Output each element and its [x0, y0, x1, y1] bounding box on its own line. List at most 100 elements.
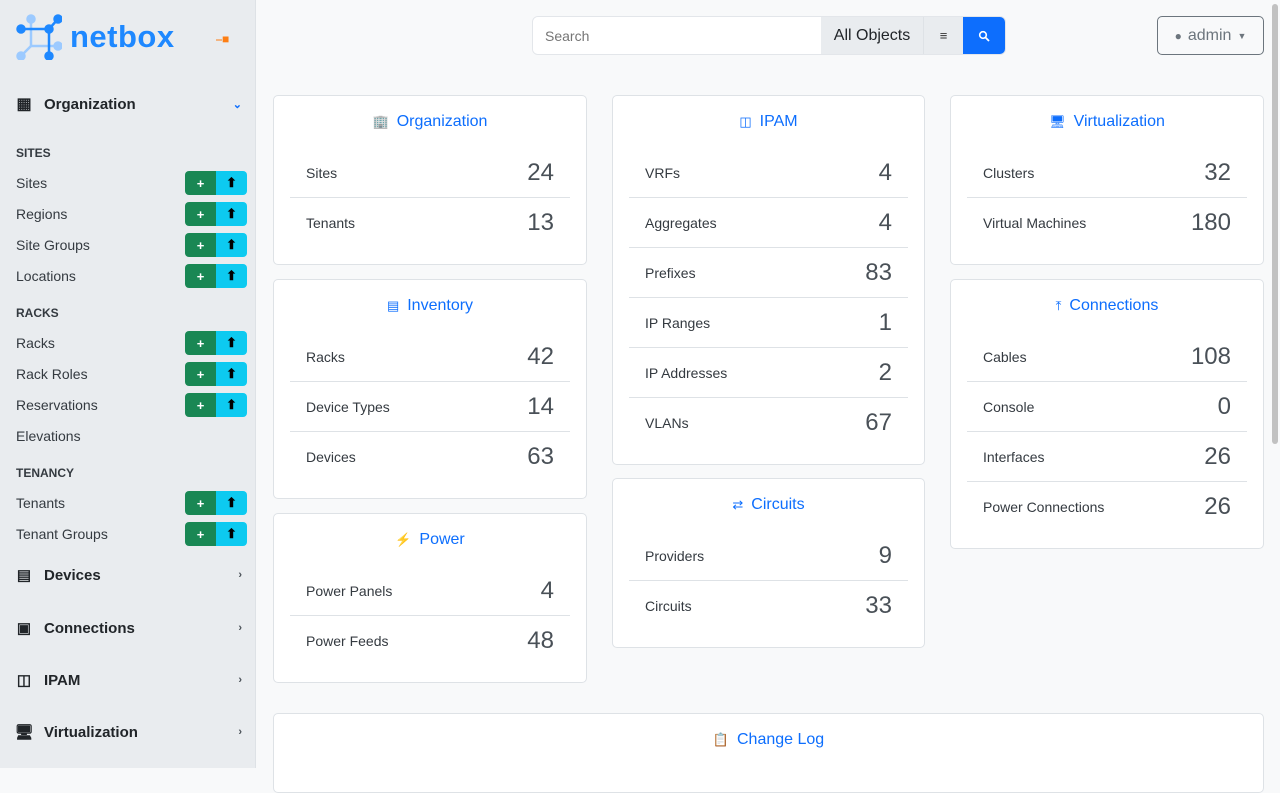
import-button[interactable]: ⬆: [216, 202, 247, 226]
stat-row[interactable]: Providers 9: [629, 531, 908, 581]
card-header[interactable]: 🖥 Virtualization: [967, 96, 1247, 148]
stat-label: Virtual Machines: [983, 215, 1087, 231]
add-button[interactable]: +: [185, 522, 216, 546]
stat-label: Power Feeds: [306, 633, 389, 649]
stat-label: Cables: [983, 348, 1027, 365]
stat-label: IP Ranges: [645, 314, 711, 331]
import-button[interactable]: ⬆: [216, 171, 247, 195]
nav-item-elevations[interactable]: Elevations: [16, 424, 247, 448]
nav-section-title: TENANCY: [16, 466, 75, 480]
stat-row[interactable]: Racks 42: [290, 332, 570, 382]
card-header[interactable]: 🏢 Organization: [290, 96, 570, 148]
nav-item-label: Rack Roles: [16, 366, 88, 382]
stat-row[interactable]: Power Connections 26: [967, 482, 1247, 532]
stat-count: 4: [878, 158, 892, 186]
add-button[interactable]: +: [185, 393, 216, 417]
stat-row[interactable]: Tenants 13: [290, 198, 570, 248]
user-menu-button[interactable]: ● admin ▼: [1157, 16, 1264, 55]
stat-row[interactable]: VRFs 4: [629, 148, 908, 198]
stat-row[interactable]: VLANs 67: [629, 398, 908, 448]
card-header[interactable]: ◫ IPAM: [629, 96, 908, 148]
stat-row[interactable]: Cables 108: [967, 332, 1247, 382]
search-button[interactable]: [963, 17, 1005, 54]
card-title: Power: [419, 531, 465, 548]
card-header[interactable]: ⚡ Power: [290, 514, 570, 566]
add-button[interactable]: +: [185, 331, 216, 355]
stat-count: 180: [1190, 209, 1231, 236]
stat-row[interactable]: IP Ranges 1: [629, 298, 908, 348]
stat-row[interactable]: Power Feeds 48: [290, 616, 570, 666]
sidebar: netbox ⎯■ ▦ Organization ⌄ SITES Sites + ⬆ Regi…: [0, 0, 256, 768]
stat-row[interactable]: IP Addresses 2: [629, 348, 908, 398]
stat-row[interactable]: Console 0: [967, 382, 1247, 432]
filter-button[interactable]: ≡: [923, 17, 963, 54]
nav-group-organization[interactable]: ▦ Organization ⌄: [14, 94, 242, 114]
upload-icon: ⬆: [226, 495, 237, 510]
nav-item-tenants[interactable]: Tenants + ⬆: [16, 491, 247, 515]
card-ipam: ◫ IPAM VRFs 4 Aggregates 4 Prefixes 83 IP Ranges…: [612, 95, 925, 465]
card-virtualization: 🖥 Virtualization Clusters 32 Virtual Machine…: [950, 95, 1264, 265]
card-title: Virtualization: [1073, 113, 1165, 130]
stat-row[interactable]: Interfaces 26: [967, 432, 1247, 482]
stat-row[interactable]: Device Types 14: [290, 382, 570, 432]
stat-label: Interfaces: [983, 448, 1045, 465]
card-header[interactable]: 📋 Change Log: [290, 714, 1247, 766]
import-button[interactable]: ⬆: [216, 362, 247, 386]
nav-item-tenant-groups[interactable]: Tenant Groups + ⬆: [16, 522, 247, 546]
nav-group-virtualization[interactable]: 🖥 Virtualization ›: [14, 722, 242, 742]
card-title: Connections: [1069, 297, 1159, 314]
import-button[interactable]: ⬆: [216, 522, 247, 546]
add-button[interactable]: +: [185, 264, 216, 288]
stat-label: Clusters: [983, 164, 1035, 181]
stat-row[interactable]: Sites 24: [290, 148, 570, 198]
scrollbar[interactable]: [1272, 4, 1278, 444]
nav-item-rack-roles[interactable]: Rack Roles + ⬆: [16, 362, 247, 386]
nav-group-devices[interactable]: ▤ Devices ›: [14, 565, 242, 585]
card-circuits: ⇄ Circuits Providers 9 Circuits 33: [612, 478, 925, 648]
card-header[interactable]: ⇄ Circuits: [629, 479, 908, 531]
nav-item-label: Racks: [16, 335, 55, 351]
nav-item-reservations[interactable]: Reservations + ⬆: [16, 393, 247, 417]
nav-item-sites[interactable]: Sites + ⬆: [16, 171, 247, 195]
import-button[interactable]: ⬆: [216, 233, 247, 257]
nav-item-site-groups[interactable]: Site Groups + ⬆: [16, 233, 247, 257]
add-button[interactable]: +: [185, 171, 216, 195]
search-icon: [978, 30, 990, 42]
stat-row[interactable]: Virtual Machines 180: [967, 198, 1247, 248]
import-button[interactable]: ⬆: [216, 331, 247, 355]
card-title: Change Log: [737, 731, 825, 748]
stat-row[interactable]: Circuits 33: [629, 581, 908, 631]
card-inventory: ▤ Inventory Racks 42 Device Types 14 Devices 63: [273, 279, 587, 499]
stat-count: 26: [1204, 442, 1231, 470]
search-input[interactable]: [533, 17, 821, 54]
card-title: Inventory: [407, 297, 474, 314]
stat-row[interactable]: Aggregates 4: [629, 198, 908, 248]
stat-row[interactable]: Power Panels 4: [290, 566, 570, 616]
stat-label: Power Panels: [306, 582, 393, 599]
stat-count: 26: [1204, 493, 1231, 520]
stat-row[interactable]: Devices 63: [290, 432, 570, 482]
add-button[interactable]: +: [185, 491, 216, 515]
pin-sidebar-icon[interactable]: ⎯■: [216, 32, 230, 46]
card-header[interactable]: ⤒ Connections: [967, 280, 1247, 332]
search-scope-select[interactable]: All Objects: [821, 17, 923, 54]
stat-row[interactable]: Prefixes 83: [629, 248, 908, 298]
nav-item-racks[interactable]: Racks + ⬆: [16, 331, 247, 355]
import-button[interactable]: ⬆: [216, 491, 247, 515]
add-button[interactable]: +: [185, 362, 216, 386]
netbox-logo[interactable]: netbox: [16, 14, 175, 60]
nav-item-locations[interactable]: Locations + ⬆: [16, 264, 247, 288]
plus-icon: +: [196, 268, 205, 284]
stat-row[interactable]: Clusters 32: [967, 148, 1247, 198]
nav-item-regions[interactable]: Regions + ⬆: [16, 202, 247, 226]
nav-group-ipam[interactable]: ◫ IPAM ›: [14, 670, 242, 690]
import-button[interactable]: ⬆: [216, 264, 247, 288]
nav-group-connections[interactable]: ▣ Connections ›: [14, 618, 242, 638]
card-header[interactable]: ▤ Inventory: [290, 280, 570, 332]
add-button[interactable]: +: [185, 233, 216, 257]
nav-item-label: Tenants: [16, 495, 66, 511]
import-button[interactable]: ⬆: [216, 393, 247, 417]
stat-count: 48: [527, 627, 554, 654]
stat-label: Device Types: [306, 398, 390, 415]
add-button[interactable]: +: [185, 202, 216, 226]
